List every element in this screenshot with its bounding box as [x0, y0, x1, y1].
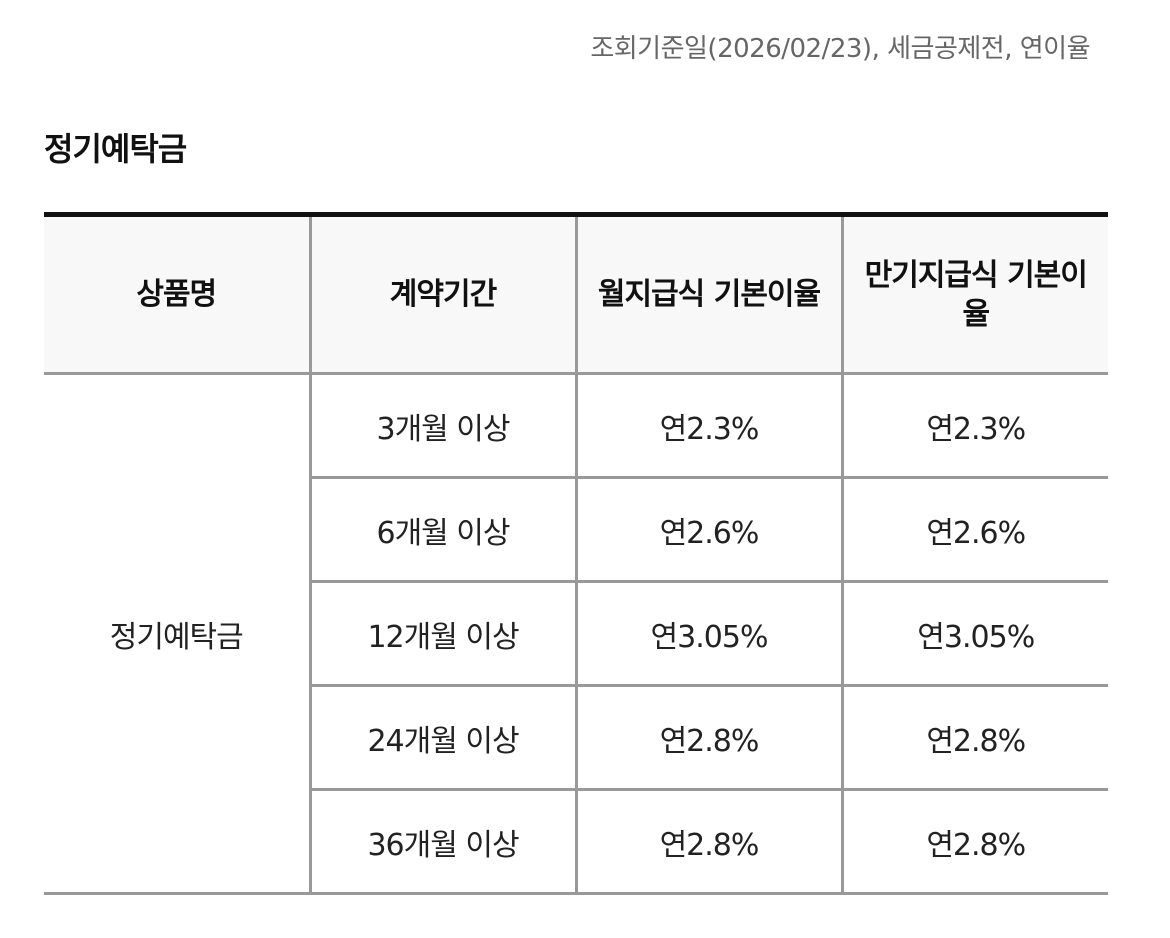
table-row: 24개월 이상 연2.8% 연2.8% — [44, 685, 1108, 791]
maturity-rate-cell: 연2.3% — [840, 373, 1108, 479]
table-row: 6개월 이상 연2.6% 연2.6% — [44, 477, 1108, 583]
reference-date-note: 조회기준일(2026/02/23), 세금공제전, 연이율 — [590, 34, 1090, 64]
period-cell: 6개월 이상 — [308, 477, 576, 583]
header-maturity-rate: 만기지급식 기본이율 — [840, 214, 1108, 375]
table-row: 36개월 이상 연2.8% 연2.8% — [44, 789, 1108, 895]
monthly-rate-cell: 연2.8% — [574, 789, 842, 895]
period-cell: 3개월 이상 — [308, 373, 576, 479]
header-row: 상품명 계약기간 월지급식 기본이율 만기지급식 기본이율 — [44, 214, 1108, 375]
maturity-rate-cell: 연2.6% — [840, 477, 1108, 583]
section-title: 정기예탁금 — [44, 130, 187, 168]
header-monthly-rate: 월지급식 기본이율 — [574, 214, 842, 375]
interest-rate-table: 상품명 계약기간 월지급식 기본이율 만기지급식 기본이율 정기예탁금 3개월 … — [44, 212, 1108, 895]
table-row: 12개월 이상 연3.05% 연3.05% — [44, 581, 1108, 687]
product-name-cell: 정기예탁금 — [44, 373, 310, 895]
maturity-rate-cell: 연2.8% — [840, 685, 1108, 791]
monthly-rate-cell: 연3.05% — [574, 581, 842, 687]
monthly-rate-cell: 연2.6% — [574, 477, 842, 583]
monthly-rate-cell: 연2.8% — [574, 685, 842, 791]
period-cell: 24개월 이상 — [308, 685, 576, 791]
maturity-rate-cell: 연2.8% — [840, 789, 1108, 895]
table-header: 상품명 계약기간 월지급식 기본이율 만기지급식 기본이율 — [44, 214, 1108, 375]
header-product-name: 상품명 — [44, 214, 310, 375]
period-cell: 12개월 이상 — [308, 581, 576, 687]
monthly-rate-cell: 연2.3% — [574, 373, 842, 479]
table-body: 정기예탁금 3개월 이상 연2.3% 연2.3% 6개월 이상 연2.6% 연2… — [44, 373, 1108, 895]
maturity-rate-cell: 연3.05% — [840, 581, 1108, 687]
header-contract-period: 계약기간 — [308, 214, 576, 375]
table-row: 정기예탁금 3개월 이상 연2.3% 연2.3% — [44, 373, 1108, 895]
period-cell: 36개월 이상 — [308, 789, 576, 895]
